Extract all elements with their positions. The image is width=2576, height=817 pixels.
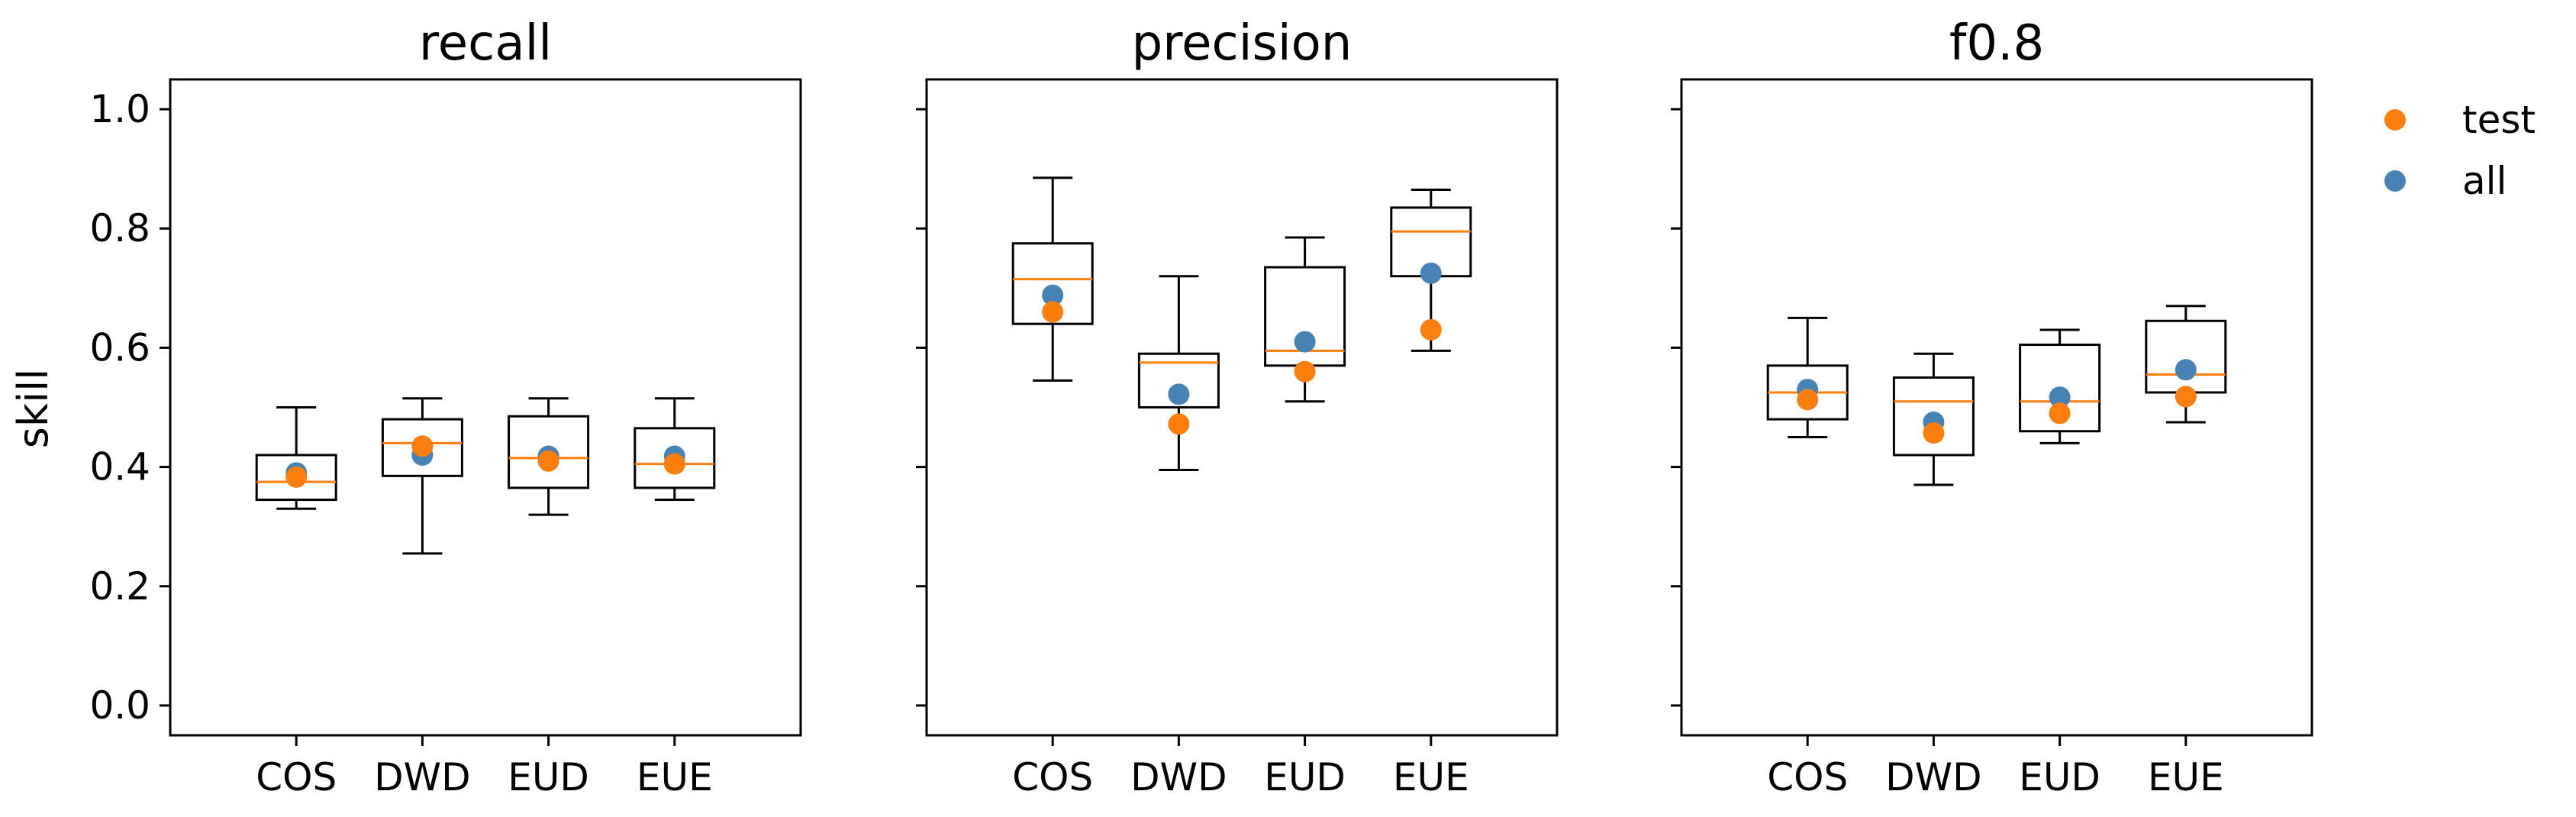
test-point [1420, 318, 1442, 341]
test-point [1797, 389, 1819, 411]
iqr-box [381, 418, 463, 477]
y-tick-label: 0.2 [89, 564, 150, 609]
test-point [663, 453, 685, 475]
legend-marker-test [2384, 109, 2406, 131]
box-eue [634, 397, 716, 502]
box-eud [508, 397, 590, 516]
x-tick-label: EUE [1393, 755, 1469, 799]
all-point [2049, 386, 2071, 408]
y-tick-label: 0.0 [89, 683, 150, 728]
box-cos [255, 406, 337, 510]
test-point [1923, 422, 1945, 444]
all-point [1168, 383, 1190, 405]
panel-title: recall [419, 15, 552, 72]
x-tick-label: COS [256, 755, 337, 799]
legend-label-test: test [2462, 98, 2536, 142]
test-point [1042, 301, 1064, 323]
y-tick-label: 0.4 [89, 445, 150, 489]
all-point [1420, 262, 1442, 284]
box-eue [2145, 305, 2227, 424]
all-point [1294, 331, 1316, 353]
box-dwd [1137, 275, 1220, 471]
iqr-box [634, 427, 716, 489]
iqr-box [508, 415, 590, 489]
test-point [1168, 413, 1190, 435]
plot-frame [1680, 78, 2313, 737]
y-tick-label: 0.6 [89, 325, 150, 370]
x-tick-label: EUD [508, 755, 589, 799]
x-tick-label: EUD [1264, 755, 1346, 799]
x-tick-label: EUE [2148, 755, 2224, 799]
legend: test all [2384, 98, 2536, 203]
y-tick-label: 0.8 [89, 206, 150, 250]
iqr-box [1011, 242, 1094, 325]
iqr-box [2019, 344, 2101, 433]
x-tick-label: EUE [637, 755, 713, 799]
test-point [2175, 386, 2197, 408]
box-eue [1390, 188, 1472, 352]
panel-precision: precision COS DWD EUD EUE [916, 15, 1559, 799]
y-axis-label: skill [9, 369, 57, 448]
x-tick-label: DWD [1885, 755, 1981, 799]
x-tick-label: DWD [374, 755, 470, 799]
test-point [1294, 360, 1316, 383]
y-axis-title-group: skill [9, 369, 57, 448]
x-tick-label: COS [1012, 755, 1093, 799]
panel-title: precision [1132, 15, 1352, 72]
panel-f0-8: f0.8 COS DWD EUD EUE [1671, 15, 2313, 799]
box-dwd [381, 397, 463, 555]
test-point [537, 450, 559, 472]
legend-marker-all [2384, 170, 2406, 192]
box-dwd [1892, 352, 1975, 486]
plot-frame [925, 78, 1559, 737]
box-cos [1766, 316, 1849, 439]
all-point [2175, 359, 2197, 381]
legend-label-all: all [2462, 159, 2507, 203]
y-tick-label: 1.0 [89, 87, 150, 131]
iqr-box [1137, 352, 1220, 408]
test-point [411, 435, 434, 457]
test-point [2049, 402, 2071, 425]
panel-title: f0.8 [1949, 15, 2044, 72]
test-point [285, 466, 308, 488]
box-cos [1011, 176, 1094, 382]
box-eud [2019, 328, 2101, 444]
x-tick-label: DWD [1130, 755, 1227, 799]
iqr-box [255, 454, 337, 502]
x-tick-label: EUD [2019, 755, 2100, 799]
iqr-box [2145, 319, 2227, 394]
all-point [1042, 284, 1064, 306]
box-eud [1264, 236, 1346, 403]
panel-recall: recall 0.0 0.2 0.4 0.6 0.8 1.0 COS DWD EUD EUE [89, 15, 802, 799]
iqr-box [1892, 376, 1975, 457]
plot-frame [169, 78, 802, 737]
x-tick-label: COS [1767, 755, 1848, 799]
